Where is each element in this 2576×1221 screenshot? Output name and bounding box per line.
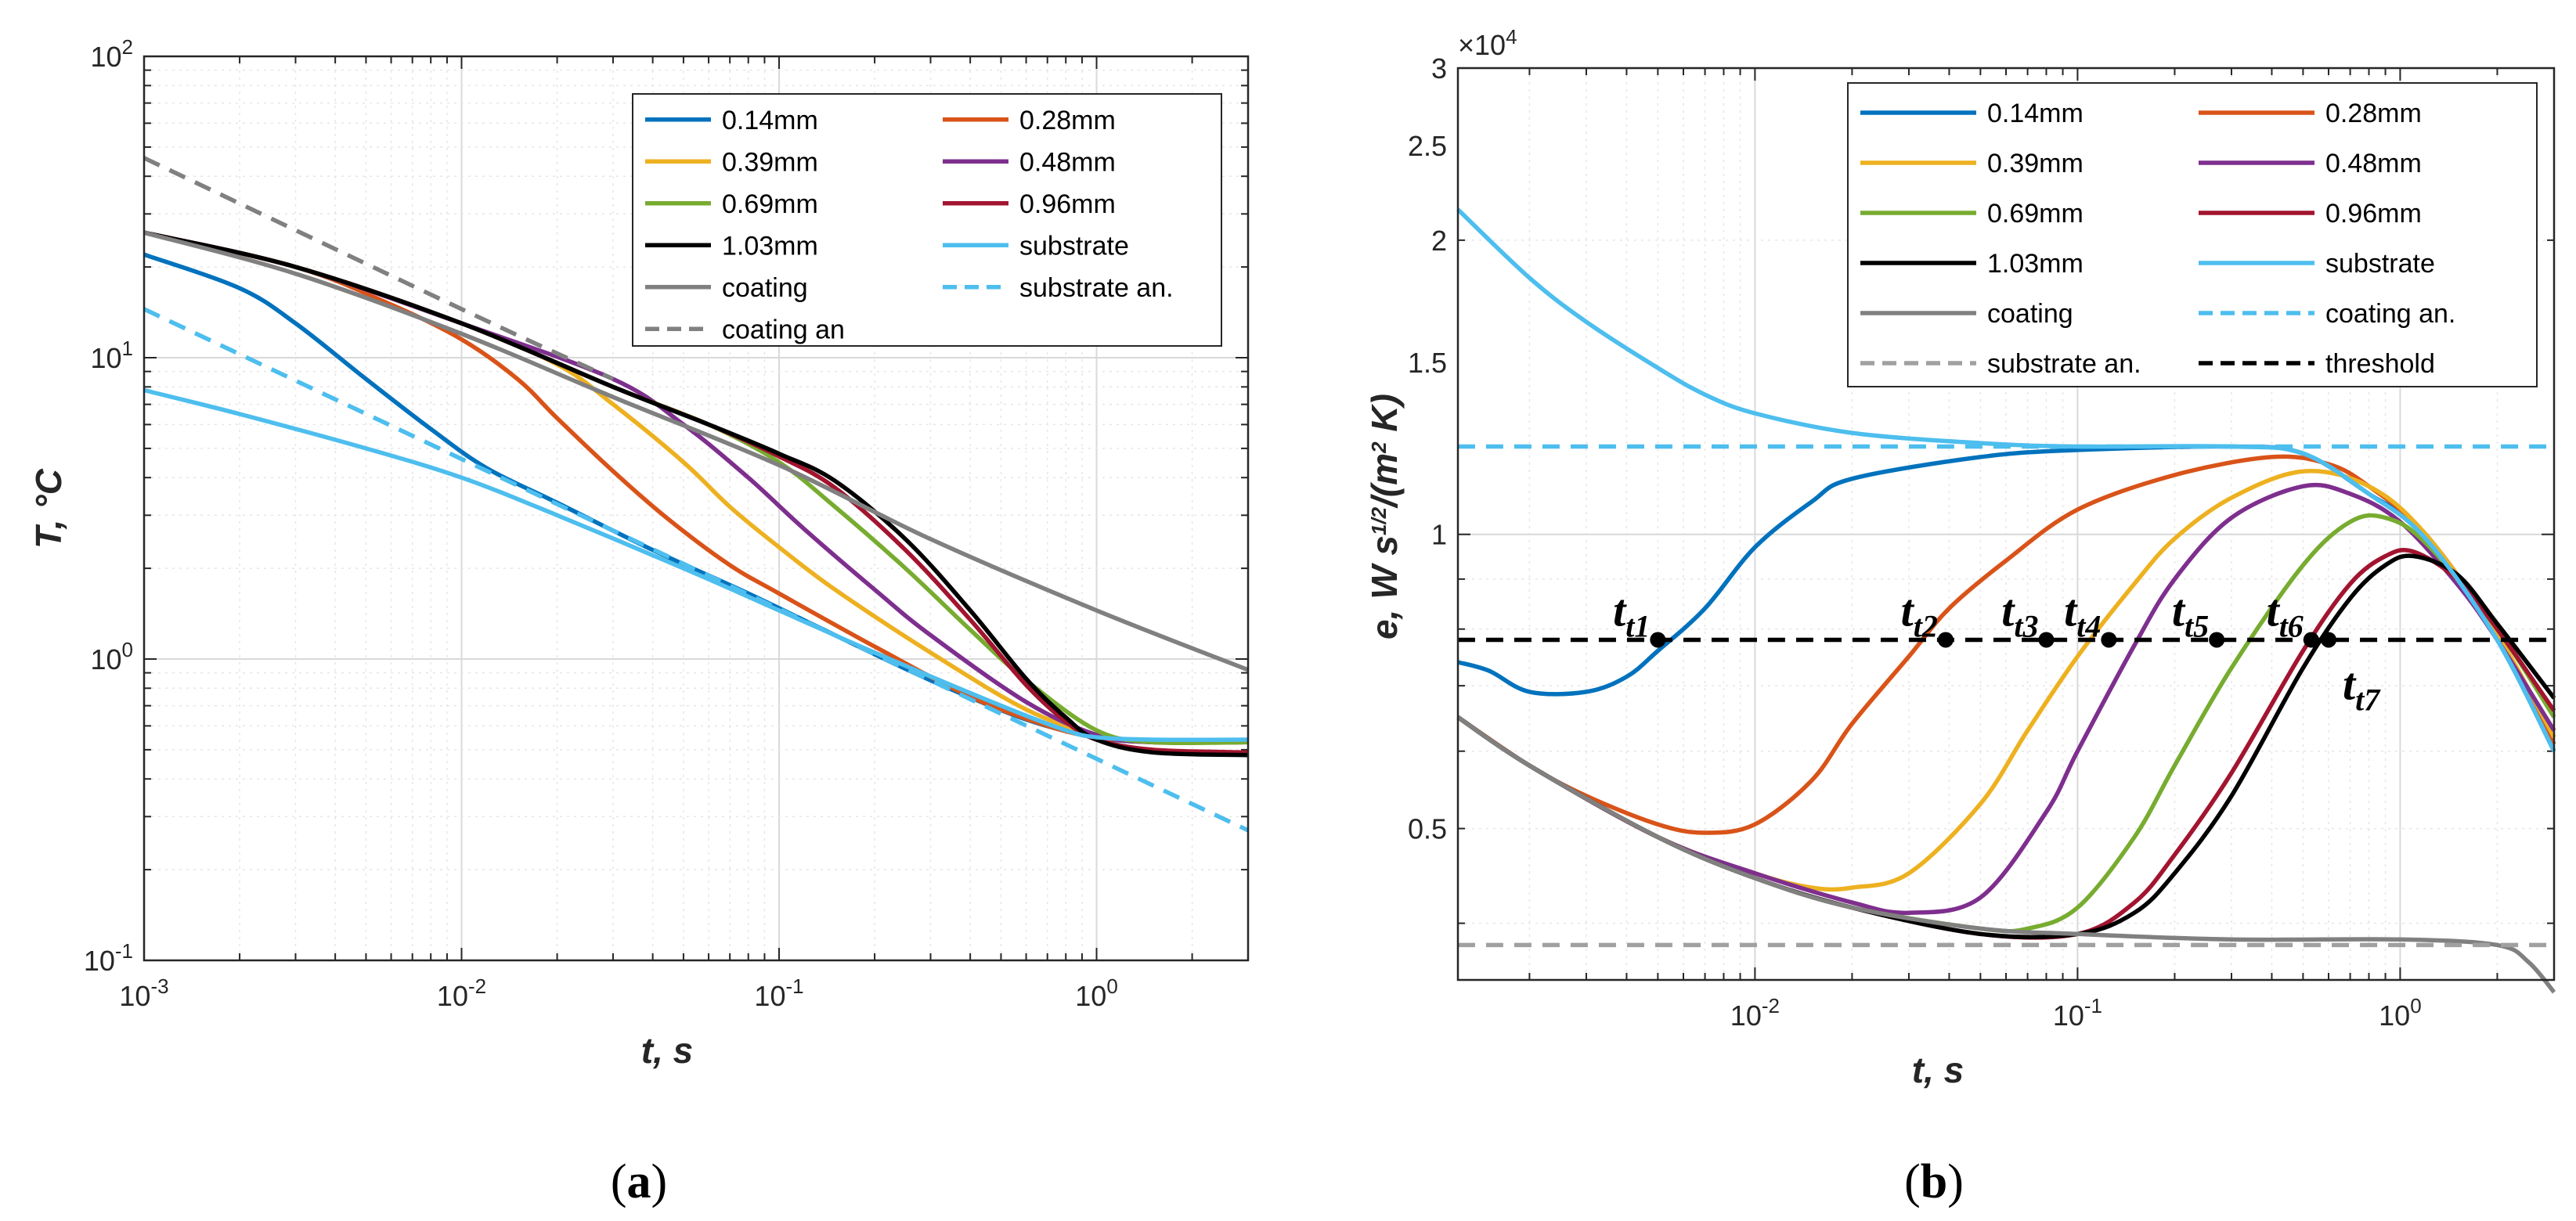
panel-b-x-axis-label: t, s xyxy=(1912,1050,1964,1090)
panel-b-series-lines xyxy=(1456,207,2556,994)
legend-entry-label: 0.69mm xyxy=(1987,199,2084,229)
threshold-marker-t2 xyxy=(1937,632,1954,648)
y-tick-label: 100 xyxy=(90,638,133,675)
panel-a-tick-labels: 10-3 10-2 10-1 100 10-1 100 101 102 xyxy=(84,35,1118,1012)
threshold-marker-label: tt2 xyxy=(1901,585,1938,643)
legend-entry-label: 0.14mm xyxy=(1987,99,2084,128)
legend-entry-label: 0.39mm xyxy=(1987,149,2084,178)
y-tick-label: 101 xyxy=(90,337,133,374)
x-tick-label: 100 xyxy=(1075,974,1118,1012)
series-line-coating xyxy=(1456,715,2556,994)
panel-a-caption-letter: a xyxy=(627,1155,651,1208)
panel-a-x-axis-label: t, s xyxy=(641,1030,693,1071)
panel-b-threshold-markers: tt1 tt2 tt3 tt4 tt5 tt6 tt7 xyxy=(1613,585,2381,717)
legend-entry-label: coating xyxy=(722,273,808,303)
y-tick-label: 3 xyxy=(1431,52,1447,85)
legend-box xyxy=(632,93,1222,347)
threshold-marker-label: tt5 xyxy=(2172,585,2209,643)
x-tick-label: 10-1 xyxy=(754,974,803,1012)
legend-entry-label: 0.48mm xyxy=(1019,147,1116,177)
panel-b-tick-labels: 10-2 10-1 100 0.5 1 1.5 2 2.5 3 xyxy=(1408,52,2422,1032)
threshold-marker-label: tt6 xyxy=(2267,585,2304,643)
legend-entry-label: substrate xyxy=(1019,231,1129,261)
y-tick-label: 1.5 xyxy=(1408,347,1447,379)
panel-b-legend: 0.14mm 0.28mm 0.39mm 0.48mm 0.69mm 0.96mm 1.03… xyxy=(1847,82,2538,387)
legend-entry-label: 0.96mm xyxy=(2325,199,2422,229)
x-tick-label: 10-3 xyxy=(119,974,168,1012)
legend-entry-label: substrate xyxy=(2325,249,2435,279)
x-tick-label: 10-1 xyxy=(2053,994,2102,1032)
threshold-marker-t6 xyxy=(2303,632,2319,648)
threshold-marker-t5 xyxy=(2209,632,2225,648)
series-line-1-03mm xyxy=(143,230,1249,758)
y-tick-label: 0.5 xyxy=(1408,813,1447,845)
legend-entry-label: threshold xyxy=(2325,349,2435,379)
panel-a-legend: 0.14mm 0.28mm 0.39mm 0.48mm 0.69mm 0.96mm 1.03… xyxy=(632,93,1222,347)
threshold-marker-label: tt4 xyxy=(2064,585,2101,643)
legend-entry-label: 1.03mm xyxy=(722,231,818,261)
panel-b-y-axis-label: e, W s1/2/(m2 K) xyxy=(1364,394,1405,639)
y-tick-label: 2.5 xyxy=(1408,130,1447,162)
legend-entry-label: 0.28mm xyxy=(1019,106,1116,135)
panel-a-y-axis-label: T, °C xyxy=(28,468,69,549)
series-line-coating-an xyxy=(143,156,615,381)
panel-b-chart: tt1 tt2 tt3 tt4 tt5 tt6 tt7 10-2 10-1 100 0.5 1 1.5… xyxy=(1364,25,2556,1208)
legend-box xyxy=(1847,82,2538,387)
legend-entry-label: 0.48mm xyxy=(2325,149,2422,178)
panel-b-y-axis-label-main: e, W s xyxy=(1364,535,1405,639)
threshold-marker-label: tt3 xyxy=(2001,585,2038,643)
series-line-substrate xyxy=(1456,207,2556,752)
panel-a-series-lines xyxy=(143,156,1250,833)
threshold-marker-t3 xyxy=(2038,632,2055,648)
y-tick-label: 1 xyxy=(1431,519,1447,551)
series-line-coating xyxy=(143,230,1250,672)
panel-b-y-axis-label-sup2: 2 xyxy=(1367,441,1391,454)
panel-b-caption: (b) xyxy=(1904,1155,1964,1208)
y-tick-label: 102 xyxy=(90,35,133,73)
panel-b-y-multiplier-exp: 4 xyxy=(1506,25,1517,49)
legend-entry-label: 0.28mm xyxy=(2325,99,2422,128)
y-tick-label: 10-1 xyxy=(84,939,133,977)
legend-entry-label: coating xyxy=(1987,299,2073,329)
threshold-marker-label: tt1 xyxy=(1613,585,1650,643)
legend-entry-label: substrate an. xyxy=(1987,349,2141,379)
panel-a-axes-box xyxy=(143,55,1250,962)
panel-b-y-axis-label-tail: /(m xyxy=(1364,453,1405,509)
panel-b-y-axis-label-end: K) xyxy=(1364,394,1405,441)
panel-b-y-multiplier-base: ×10 xyxy=(1458,29,1506,61)
x-tick-label: 100 xyxy=(2379,994,2422,1032)
threshold-marker-t4 xyxy=(2101,632,2117,648)
x-tick-label: 10-2 xyxy=(437,974,486,1012)
x-tick-label: 10-2 xyxy=(1730,994,1780,1032)
panel-b-y-multiplier: ×104 xyxy=(1458,25,1517,61)
threshold-marker-label: tt7 xyxy=(2343,658,2381,717)
legend-entry-label: 1.03mm xyxy=(1987,249,2084,279)
threshold-marker-t1 xyxy=(1650,632,1666,648)
legend-entry-label: 0.96mm xyxy=(1019,189,1116,219)
panel-a-chart: 10-3 10-2 10-1 100 10-1 100 101 102 0.14mm 0.28m… xyxy=(28,35,1250,1208)
panel-b-y-axis-label-sup: 1/2 xyxy=(1367,506,1391,535)
legend-entry-label: coating an xyxy=(722,315,845,344)
series-line-substrate xyxy=(143,387,1249,742)
legend-entry-label: coating an. xyxy=(2325,299,2455,329)
panel-b-caption-letter: b xyxy=(1921,1155,1947,1208)
threshold-marker-t7 xyxy=(2321,632,2337,648)
panel-b-axes-box xyxy=(1456,67,2556,981)
panel-a-caption: (a) xyxy=(611,1155,667,1208)
y-tick-label: 2 xyxy=(1431,225,1447,257)
legend-entry-label: 0.39mm xyxy=(722,147,818,177)
series-line-substrate-an- xyxy=(143,307,1250,833)
legend-entry-label: substrate an. xyxy=(1019,273,1174,303)
legend-entry-label: 0.14mm xyxy=(722,106,818,135)
legend-entry-label: 0.69mm xyxy=(722,189,818,219)
